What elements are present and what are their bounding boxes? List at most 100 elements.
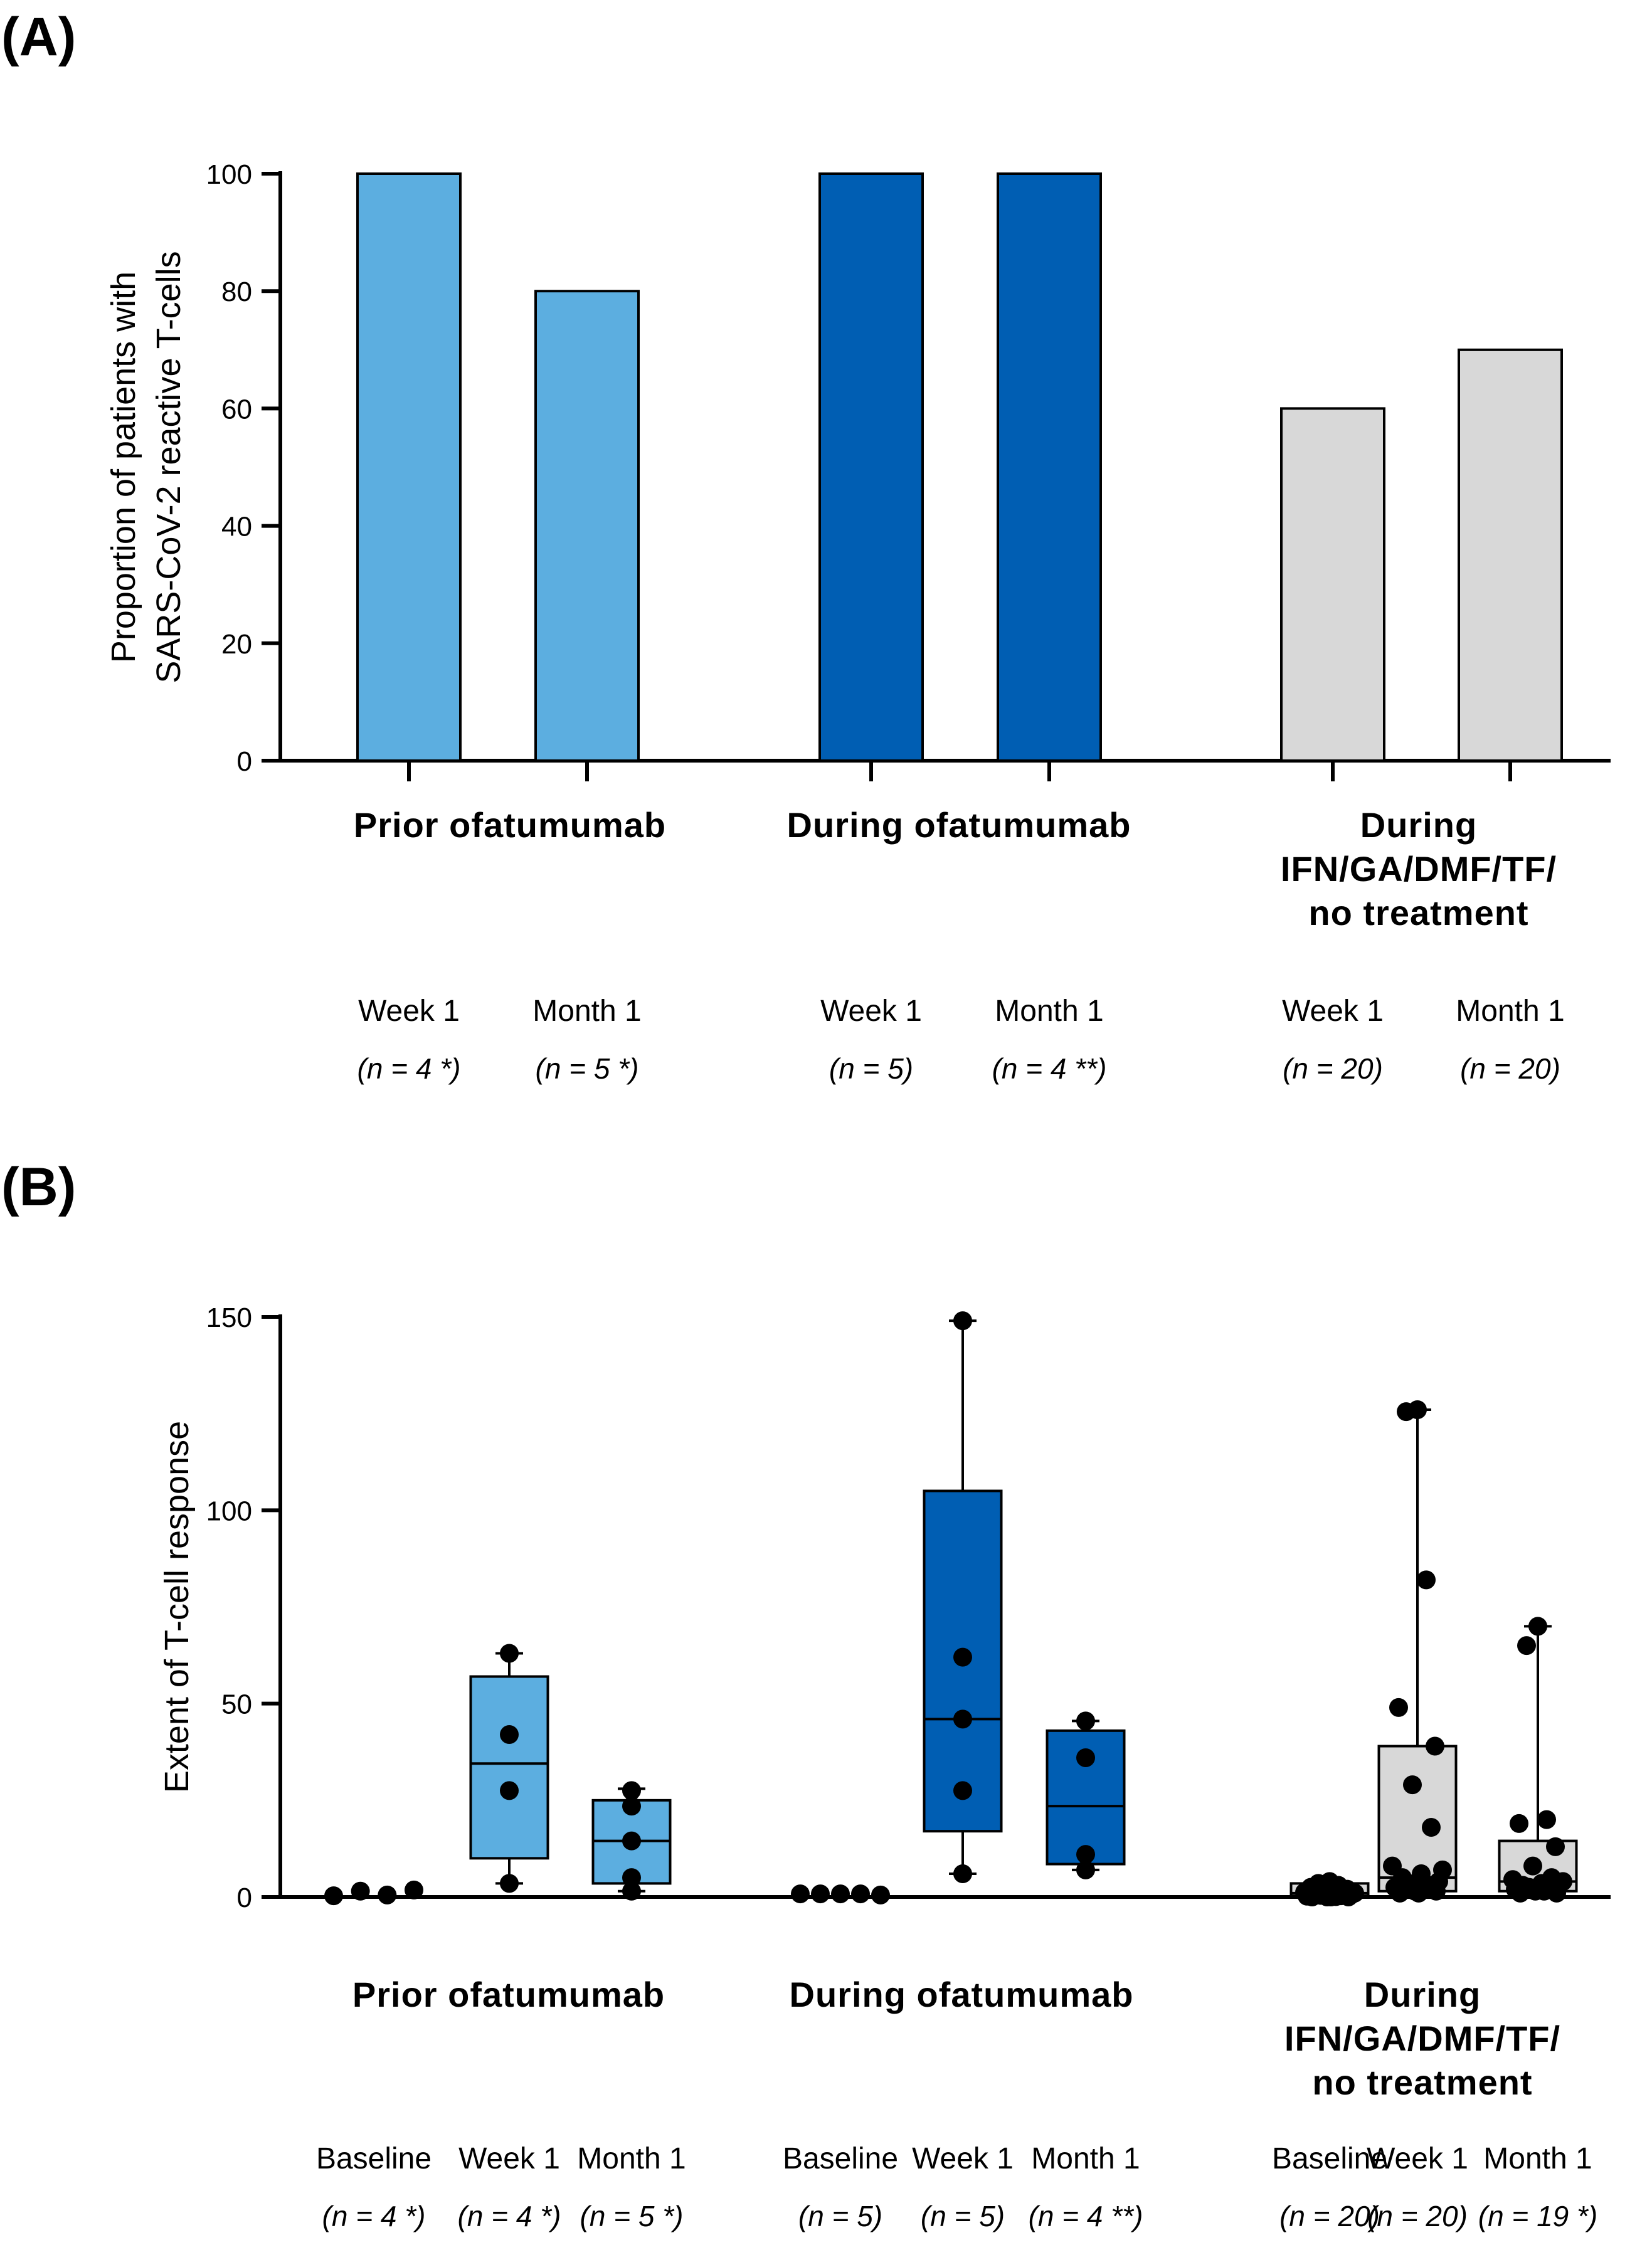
data-point bbox=[1523, 1856, 1542, 1876]
data-point bbox=[622, 1831, 641, 1851]
group-label: During bbox=[1364, 1975, 1481, 2014]
group-label: During ofatumumab bbox=[790, 1975, 1134, 2014]
x-category-label: Week 1 bbox=[1282, 995, 1384, 1028]
y-tick-label: 60 bbox=[221, 394, 252, 425]
data-point bbox=[1417, 1570, 1436, 1590]
data-point bbox=[811, 1884, 830, 1904]
data-point bbox=[405, 1880, 423, 1899]
x-category-label: Baseline bbox=[1272, 2142, 1387, 2175]
sample-size-label: (n = 5 *) bbox=[580, 2200, 684, 2232]
data-point bbox=[1321, 1888, 1340, 1906]
y-axis-label-line: Extent of T-cell response bbox=[158, 1421, 196, 1793]
x-category-label: Month 1 bbox=[995, 995, 1103, 1028]
data-point bbox=[500, 1781, 519, 1800]
sample-size-label: (n = 4 *) bbox=[458, 2200, 561, 2232]
x-category-label: Baseline bbox=[783, 2142, 898, 2175]
group-label: IFN/GA/DMF/TF/ bbox=[1281, 849, 1557, 889]
data-point bbox=[622, 1868, 641, 1888]
y-axis-label: Extent of T-cell response bbox=[158, 1421, 196, 1793]
x-category-label: Month 1 bbox=[577, 2142, 686, 2175]
group-label: During ofatumumab bbox=[787, 805, 1131, 845]
x-category-label: Week 1 bbox=[1367, 2142, 1468, 2175]
data-point bbox=[500, 1874, 519, 1893]
bar bbox=[356, 172, 462, 762]
group-label: no treatment bbox=[1312, 2063, 1532, 2102]
data-point bbox=[622, 1881, 641, 1901]
sample-size-label: (n = 20) bbox=[1279, 2200, 1380, 2232]
data-point bbox=[953, 1709, 972, 1729]
panel-label: (A) bbox=[1, 7, 76, 67]
x-category-label: Month 1 bbox=[1456, 995, 1564, 1028]
data-point bbox=[831, 1884, 850, 1904]
group-label: Prior ofatumumab bbox=[354, 805, 666, 845]
data-point bbox=[500, 1644, 519, 1663]
y-tick-label: 40 bbox=[221, 512, 252, 542]
group-label: Prior ofatumumab bbox=[352, 1975, 665, 2014]
bar bbox=[818, 172, 924, 762]
bar bbox=[1458, 348, 1563, 762]
data-point bbox=[622, 1781, 641, 1800]
data-point bbox=[791, 1884, 810, 1904]
group-label: During bbox=[1360, 805, 1477, 845]
x-category-label: Week 1 bbox=[458, 2142, 560, 2175]
x-category-label: Month 1 bbox=[1031, 2142, 1140, 2175]
data-point bbox=[953, 1781, 972, 1800]
y-tick-label: 80 bbox=[221, 277, 252, 307]
data-point bbox=[851, 1884, 870, 1904]
data-point bbox=[1339, 1888, 1358, 1906]
panel-a-bar-chart: (A) 0 20 40 60 80 100 Proportion of patients wi… bbox=[1, 7, 1611, 1085]
sample-size-label: (n = 5) bbox=[829, 1052, 913, 1085]
data-point bbox=[953, 1311, 972, 1331]
group-label: no treatment bbox=[1308, 893, 1528, 932]
data-point bbox=[622, 1797, 641, 1816]
sample-size-label: (n = 5) bbox=[798, 2200, 882, 2232]
sample-size-label: (n = 20) bbox=[1460, 1052, 1560, 1085]
panel-b-box-plot: (B) 0 50 100 150 Extent of T-cell response Bas… bbox=[1, 1157, 1611, 2232]
data-point bbox=[1510, 1814, 1528, 1833]
data-point bbox=[1397, 1402, 1416, 1422]
bar bbox=[1280, 407, 1385, 762]
y-tick-label: 50 bbox=[221, 1689, 252, 1720]
y-tick-label: 0 bbox=[237, 1883, 252, 1913]
y-axis-label-line: SARS-CoV-2 reactive T-cells bbox=[150, 251, 188, 683]
data-point bbox=[953, 1647, 972, 1667]
data-point bbox=[1528, 1617, 1547, 1636]
data-point bbox=[1546, 1837, 1565, 1856]
x-category-label: Week 1 bbox=[358, 995, 460, 1028]
data-point bbox=[1537, 1810, 1556, 1829]
sample-size-label: (n = 20) bbox=[1367, 2200, 1468, 2232]
bar bbox=[534, 290, 640, 762]
sample-size-label: (n = 19 *) bbox=[1478, 2200, 1598, 2232]
sample-size-label: (n = 5) bbox=[921, 2200, 1005, 2232]
x-category-label: Week 1 bbox=[912, 2142, 1014, 2175]
bar bbox=[997, 172, 1102, 762]
y-tick-label: 150 bbox=[206, 1302, 252, 1333]
data-point bbox=[500, 1725, 519, 1744]
x-category-label: Month 1 bbox=[532, 995, 641, 1028]
sample-size-label: (n = 5 *) bbox=[536, 1052, 639, 1085]
x-category-label: Month 1 bbox=[1483, 2142, 1592, 2175]
data-point bbox=[1422, 1818, 1441, 1837]
data-point bbox=[1389, 1698, 1408, 1717]
sample-size-label: (n = 4 *) bbox=[322, 2200, 426, 2232]
y-axis-label: Proportion of patients with SARS-CoV-2 re… bbox=[105, 251, 188, 683]
x-category-label: Baseline bbox=[316, 2142, 432, 2175]
sample-size-label: (n = 20) bbox=[1283, 1052, 1383, 1085]
data-point bbox=[1390, 1883, 1409, 1903]
sample-size-label: (n = 4 *) bbox=[357, 1052, 461, 1085]
sample-size-label: (n = 4 **) bbox=[992, 1052, 1107, 1085]
data-point bbox=[1403, 1775, 1422, 1795]
data-point bbox=[871, 1885, 890, 1904]
data-point bbox=[1409, 1883, 1428, 1903]
data-point bbox=[1517, 1636, 1536, 1656]
y-axis-label-line: Proportion of patients with bbox=[105, 272, 142, 663]
data-point bbox=[1511, 1883, 1530, 1903]
x-category-label: Week 1 bbox=[820, 995, 922, 1028]
data-point bbox=[1427, 1881, 1446, 1901]
data-point bbox=[953, 1864, 972, 1883]
y-tick-label: 100 bbox=[206, 159, 252, 190]
group-label: IFN/GA/DMF/TF/ bbox=[1284, 2019, 1560, 2058]
y-tick-label: 100 bbox=[206, 1496, 252, 1526]
data-point bbox=[1303, 1888, 1321, 1906]
